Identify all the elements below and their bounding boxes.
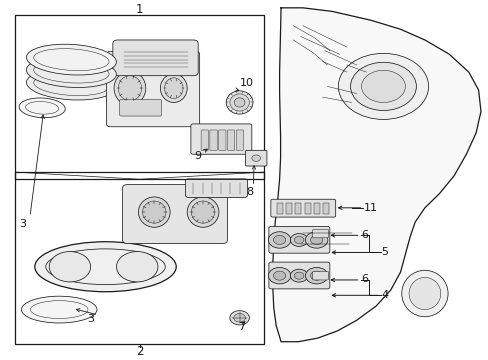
Circle shape bbox=[268, 267, 290, 284]
Bar bbox=[295, 203, 301, 214]
Ellipse shape bbox=[142, 201, 165, 223]
FancyBboxPatch shape bbox=[268, 262, 329, 289]
Circle shape bbox=[268, 232, 290, 248]
Ellipse shape bbox=[19, 98, 65, 118]
Ellipse shape bbox=[226, 91, 252, 114]
Ellipse shape bbox=[361, 70, 405, 103]
Circle shape bbox=[294, 272, 304, 279]
Ellipse shape bbox=[114, 71, 145, 105]
FancyBboxPatch shape bbox=[312, 271, 328, 280]
FancyBboxPatch shape bbox=[268, 226, 329, 253]
Bar bbox=[285, 203, 291, 214]
FancyBboxPatch shape bbox=[236, 130, 243, 150]
Text: 7: 7 bbox=[238, 323, 245, 332]
Ellipse shape bbox=[49, 252, 90, 282]
FancyBboxPatch shape bbox=[113, 40, 198, 76]
Text: 5: 5 bbox=[380, 247, 387, 257]
Text: 6: 6 bbox=[361, 230, 368, 240]
Ellipse shape bbox=[116, 252, 158, 282]
Ellipse shape bbox=[401, 270, 447, 317]
Text: 8: 8 bbox=[245, 187, 252, 197]
FancyBboxPatch shape bbox=[122, 185, 227, 243]
FancyBboxPatch shape bbox=[270, 199, 335, 217]
Ellipse shape bbox=[164, 78, 183, 99]
Ellipse shape bbox=[138, 197, 170, 227]
Text: 3: 3 bbox=[19, 219, 26, 229]
Circle shape bbox=[273, 271, 285, 280]
Circle shape bbox=[290, 269, 307, 282]
Text: 11: 11 bbox=[363, 203, 377, 213]
Circle shape bbox=[305, 267, 327, 284]
Ellipse shape bbox=[26, 57, 116, 87]
Ellipse shape bbox=[21, 296, 97, 323]
FancyBboxPatch shape bbox=[218, 130, 225, 150]
Ellipse shape bbox=[160, 74, 187, 103]
FancyBboxPatch shape bbox=[185, 179, 247, 197]
FancyBboxPatch shape bbox=[312, 229, 328, 238]
Text: 9: 9 bbox=[194, 151, 202, 161]
Ellipse shape bbox=[338, 53, 427, 120]
Bar bbox=[15, 172, 264, 343]
FancyBboxPatch shape bbox=[227, 130, 234, 150]
Circle shape bbox=[290, 234, 307, 246]
FancyBboxPatch shape bbox=[209, 130, 217, 150]
Circle shape bbox=[310, 235, 322, 244]
Text: 1: 1 bbox=[136, 3, 143, 16]
FancyBboxPatch shape bbox=[106, 51, 199, 127]
Ellipse shape bbox=[191, 201, 214, 223]
Bar bbox=[276, 203, 282, 214]
Ellipse shape bbox=[118, 76, 142, 101]
Ellipse shape bbox=[229, 94, 249, 111]
Text: 10: 10 bbox=[239, 78, 253, 88]
Ellipse shape bbox=[234, 98, 244, 107]
Circle shape bbox=[305, 232, 327, 248]
FancyBboxPatch shape bbox=[245, 150, 266, 166]
Circle shape bbox=[233, 314, 245, 322]
Ellipse shape bbox=[187, 197, 219, 227]
Bar bbox=[323, 203, 329, 214]
Ellipse shape bbox=[408, 278, 440, 310]
Bar bbox=[313, 203, 319, 214]
Bar bbox=[15, 15, 264, 179]
Circle shape bbox=[310, 271, 322, 280]
Circle shape bbox=[273, 235, 285, 244]
Polygon shape bbox=[272, 8, 480, 342]
FancyBboxPatch shape bbox=[120, 100, 161, 116]
Text: 6: 6 bbox=[361, 274, 368, 284]
Ellipse shape bbox=[26, 69, 116, 100]
Text: 2: 2 bbox=[136, 345, 143, 358]
Bar bbox=[304, 203, 310, 214]
Circle shape bbox=[229, 311, 249, 325]
Ellipse shape bbox=[251, 155, 260, 161]
FancyBboxPatch shape bbox=[190, 124, 251, 154]
Ellipse shape bbox=[350, 62, 415, 111]
Text: 3: 3 bbox=[87, 314, 94, 324]
Ellipse shape bbox=[35, 242, 176, 292]
Circle shape bbox=[294, 237, 304, 243]
Text: 4: 4 bbox=[380, 290, 387, 300]
Ellipse shape bbox=[26, 44, 116, 75]
FancyBboxPatch shape bbox=[201, 130, 208, 150]
